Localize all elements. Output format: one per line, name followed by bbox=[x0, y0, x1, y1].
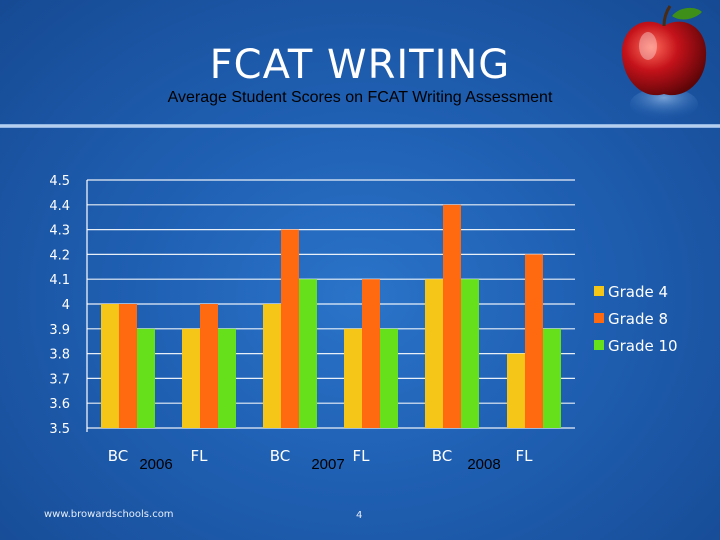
bar-grade-8 bbox=[119, 304, 137, 428]
red-apple-icon bbox=[621, 5, 707, 120]
bar-grade-8 bbox=[525, 254, 543, 428]
slide-title: FCAT WRITING bbox=[209, 42, 511, 88]
bar-grade-10 bbox=[299, 279, 317, 428]
y-tick-label: 3.6 bbox=[49, 397, 70, 412]
bar-grade-8 bbox=[362, 279, 380, 428]
bar-grade-10 bbox=[543, 328, 561, 428]
x-tick-label: BC bbox=[432, 447, 453, 465]
bar-grade-8 bbox=[281, 229, 299, 428]
bar-grade-4 bbox=[101, 304, 119, 428]
title-divider bbox=[0, 124, 720, 128]
bar-grade-4 bbox=[344, 328, 362, 428]
year-label-2006: 2006 bbox=[139, 456, 173, 473]
y-tick-label: 3.9 bbox=[49, 323, 70, 338]
x-tick-label: BC bbox=[270, 447, 291, 465]
legend-swatch bbox=[594, 286, 604, 296]
y-tick-label: 3.8 bbox=[49, 348, 70, 363]
y-tick-label: 4.5 bbox=[49, 174, 70, 189]
bar-grade-4 bbox=[507, 353, 525, 428]
legend-label: Grade 10 bbox=[608, 337, 678, 355]
bar-grade-4 bbox=[182, 328, 200, 428]
x-tick-label: FL bbox=[353, 447, 371, 465]
bar-grade-10 bbox=[137, 328, 155, 428]
legend-swatch bbox=[594, 313, 604, 323]
bar-grade-4 bbox=[263, 304, 281, 428]
y-tick-label: 4.4 bbox=[49, 199, 70, 214]
legend-label: Grade 4 bbox=[608, 283, 668, 301]
bar-grade-8 bbox=[443, 204, 461, 428]
x-tick-label: FL bbox=[191, 447, 209, 465]
y-tick-label: 4.3 bbox=[49, 224, 70, 239]
footer-url: www.browardschools.com bbox=[44, 509, 174, 520]
bar-grade-4 bbox=[425, 279, 443, 428]
slide-subtitle: Average Student Scores on FCAT Writing A… bbox=[167, 89, 553, 106]
bar-grade-10 bbox=[380, 328, 398, 428]
y-tick-label: 3.5 bbox=[49, 422, 70, 437]
year-label-2008: 2008 bbox=[467, 456, 501, 473]
bar-grade-10 bbox=[461, 279, 479, 428]
y-tick-label: 4.2 bbox=[49, 248, 70, 263]
x-tick-label: BC bbox=[108, 447, 129, 465]
y-tick-label: 4 bbox=[62, 298, 70, 313]
year-label-2007: 2007 bbox=[311, 456, 345, 473]
legend-swatch bbox=[594, 340, 604, 350]
y-tick-label: 3.7 bbox=[49, 372, 70, 387]
bar-grade-10 bbox=[218, 328, 236, 428]
y-tick-label: 4.1 bbox=[49, 273, 70, 288]
x-tick-label: FL bbox=[516, 447, 534, 465]
legend-label: Grade 8 bbox=[608, 310, 668, 328]
bar-grade-8 bbox=[200, 304, 218, 428]
page-number: 4 bbox=[356, 510, 363, 521]
